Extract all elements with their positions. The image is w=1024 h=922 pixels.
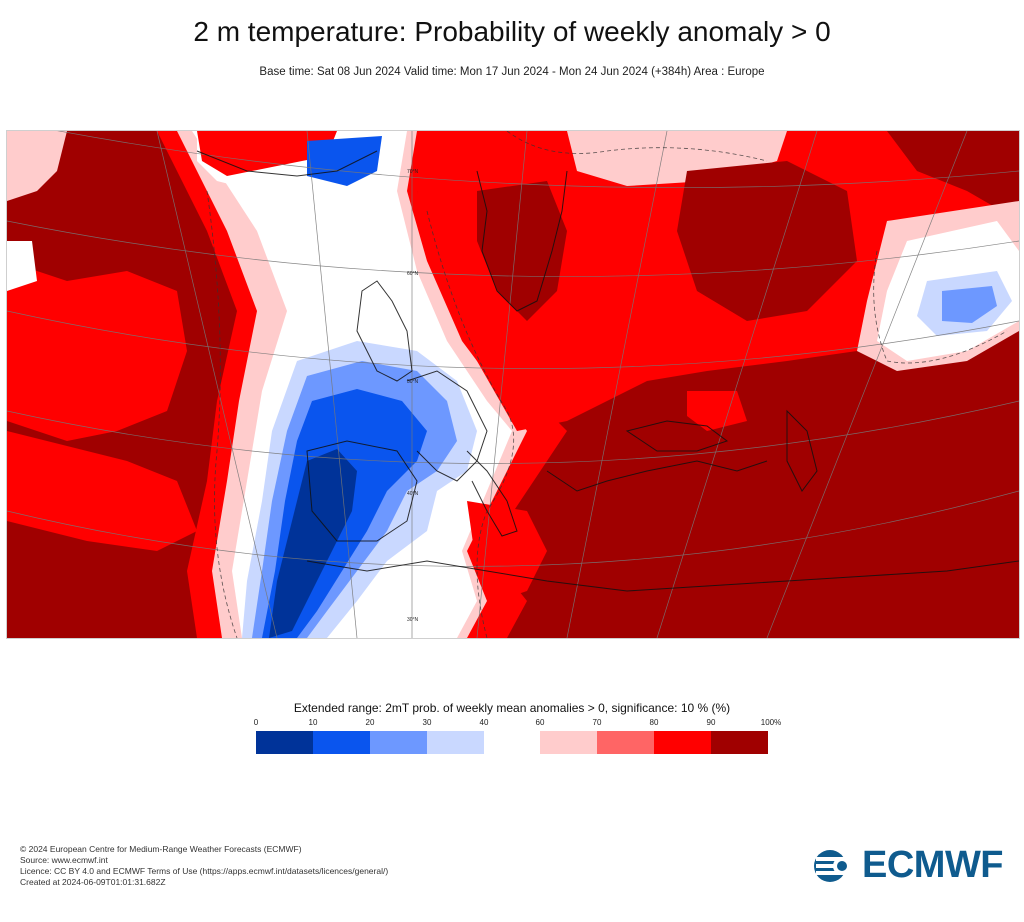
legend-tick-60: 60 [535,718,545,727]
legend-tick-80: 80 [649,718,659,727]
graticule-meridian-7 [766,131,968,638]
footer-created: Created at 2024-06-09T01:01:31.682Z [20,877,166,887]
legend-swatch-10-20 [313,731,370,754]
legend-swatch-60-70 [540,731,597,754]
graticule-70n [57,131,1019,189]
ecmwf-logo-text: ECMWF [862,844,1004,886]
graticule-meridian-6 [656,131,818,638]
legend-tick-40: 40 [479,718,489,727]
legend-tick-0: 0 [253,718,259,727]
legend-swatch-20-30 [370,731,427,754]
west-atlantic-red [7,261,187,441]
coast-iberia [306,440,418,542]
graticule-meridian-4 [476,131,528,638]
lat-label-70n: 70°N [407,169,419,175]
graticule-40n [7,400,1019,464]
page-subtitle: Base time: Sat 08 Jun 2024 Valid time: M… [259,66,765,78]
coast-british-isles [356,280,413,382]
legend-swatch-90-100 [711,731,768,754]
legend-swatch-80-90 [654,731,711,754]
ecmwf-logo: ECMWF [812,844,1012,886]
lat-label-30n: 30°N [407,617,419,623]
page-title: 2 m temperature: Probability of weekly a… [193,16,831,47]
coast-north-africa [306,560,1019,592]
coast-greece-turkey [546,460,768,492]
legend-title: Extended range: 2mT prob. of weekly mean… [293,701,731,715]
cold-region-0-10 [269,449,357,638]
graticule-meridian-5 [566,131,668,638]
legend-tick-10: 10 [308,718,318,727]
graticule-30n [7,490,1019,567]
coast-france-italy [406,370,488,482]
graticule-meridian-1 [156,131,278,638]
footer-copyright: © 2024 European Centre for Medium-Range … [20,844,302,854]
west-atlantic-red-2 [7,431,197,551]
legend-swatch-0-10 [256,731,313,754]
legend-swatch-30-40 [427,731,484,754]
coast-caspian [786,409,818,492]
significance-contour-north [506,131,768,162]
footer-source: Source: www.ecmwf.int [20,855,108,865]
footer-credits: © 2024 European Centre for Medium-Range … [20,844,388,888]
lat-label-50n: 50°N [407,379,419,385]
mediterranean-red [467,501,547,601]
lat-label-60n: 60°N [407,271,419,277]
legend-tick-20: 20 [365,718,375,727]
west-atlantic-pink [7,131,67,201]
graticule-meridian-2 [306,131,358,638]
legend-tick-30: 30 [422,718,432,727]
legend-tick-70: 70 [592,718,602,727]
graticule-60n [7,220,1019,277]
northeast-darkred [887,131,1019,221]
significance-contour-west [206,190,238,638]
greenland-blue [307,136,382,186]
russia-darkred [677,161,857,321]
ecmwf-logo-icon [814,850,858,882]
east-blue [942,286,997,323]
footer-licence: Licence: CC BY 4.0 and ECMWF Terms of Us… [20,866,389,876]
scandinavia-darkred [477,181,567,321]
lat-label-40n: 40°N [407,491,419,497]
probability-map: 70°N 60°N 50°N 40°N 30°N [6,130,1020,639]
significance-contour-central [426,210,515,638]
graticule-50n [7,310,1019,369]
coast-greenland [196,150,378,177]
legend-tick-90: 90 [706,718,716,727]
legend-swatch-70-80 [597,731,654,754]
west-atlantic-white [7,241,37,291]
legend-tick-100: 100% [760,718,782,727]
significance-contour-east [873,250,1008,364]
coast-black-sea [625,420,729,452]
coast-scandinavia [476,170,568,312]
